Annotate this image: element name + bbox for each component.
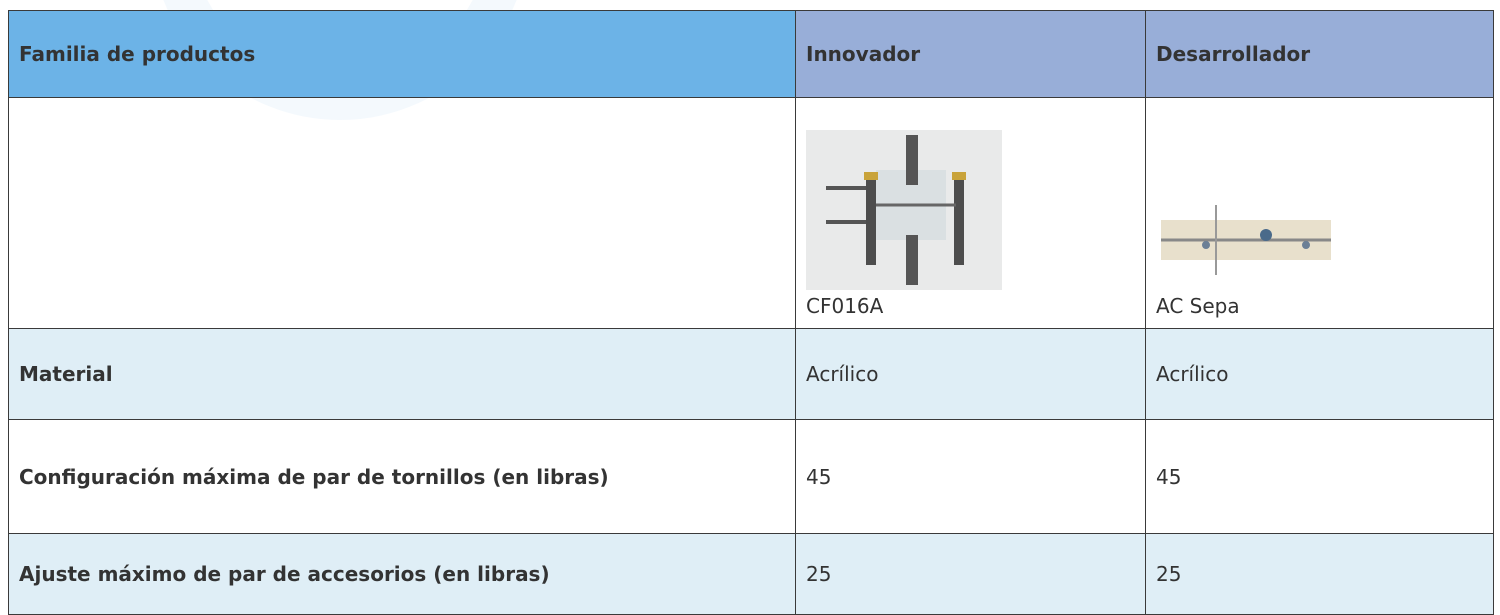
product-image [1161, 205, 1331, 275]
header-cell: Familia de productos [8, 10, 796, 98]
row-label: Configuración máxima de par de tornillos… [8, 419, 796, 534]
row-label: Material [8, 328, 796, 420]
cell: 45 [795, 419, 1146, 534]
row-label: Ajuste máximo de par de accesorios (en l… [8, 533, 796, 615]
product-caption: CF016A [806, 294, 884, 318]
header-cell: Desarrollador [1145, 10, 1494, 98]
row: Ajuste máximo de par de accesorios (en l… [8, 533, 1494, 615]
product-image [806, 130, 1002, 290]
product-cell: AC Sepa [1145, 97, 1494, 329]
row: Configuración máxima de par de tornillos… [8, 419, 1494, 534]
image-row: CF016A AC Sepa [8, 97, 1494, 329]
cell [8, 97, 796, 329]
comparison-table: Familia de productos Innovador Desarroll… [8, 10, 1494, 615]
product-cell: CF016A [795, 97, 1146, 329]
cell: 45 [1145, 419, 1494, 534]
cell: 25 [1145, 533, 1494, 615]
cell: 25 [795, 533, 1146, 615]
product-caption: AC Sepa [1156, 294, 1240, 318]
header-row: Familia de productos Innovador Desarroll… [8, 10, 1494, 98]
cell: Acrílico [1145, 328, 1494, 420]
cell: Acrílico [795, 328, 1146, 420]
header-cell: Innovador [795, 10, 1146, 98]
row: Material Acrílico Acrílico [8, 328, 1494, 420]
